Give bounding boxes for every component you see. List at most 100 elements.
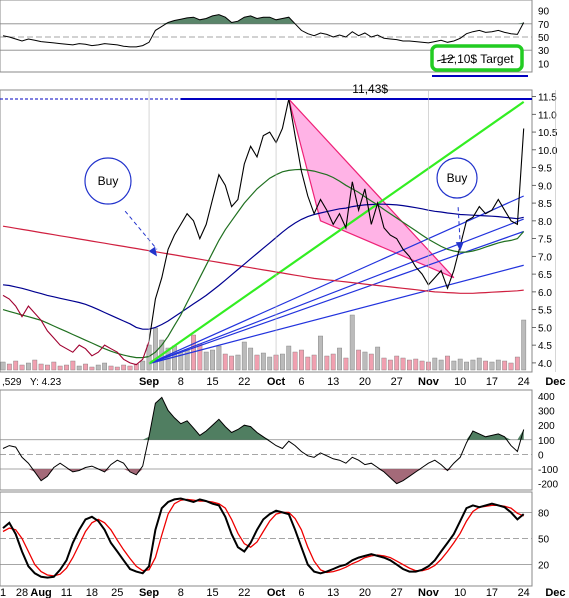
bottom-x-axis: 1 28 Aug 11 18 25 Sep 8 15 22 Oct 6 13 20 27 Nov 10 17 24 D… <box>0 587 566 598</box>
sma50-line <box>2 203 524 330</box>
price-x-label: Oct <box>267 376 286 388</box>
bottom-x-label: 11 <box>61 587 72 598</box>
volume-bar <box>368 353 374 371</box>
price-panel: 11.5 11.0 10.5 10.0 9.5 9.0 8.5 8.0 7.5 7.0 6.5 6.0… <box>0 82 566 388</box>
volume-bar <box>108 365 114 371</box>
bottom-x-label: Aug <box>30 587 51 598</box>
bottom-x-label: 10 <box>454 587 466 598</box>
buy-label-2: Buy <box>447 171 468 185</box>
volume-bar <box>6 363 12 371</box>
target-box <box>430 44 524 72</box>
stoch-tick-label: 80 <box>538 508 550 519</box>
volume-bar <box>229 355 234 371</box>
bottom-x-label: Dec <box>545 587 565 598</box>
volume-bar <box>508 362 514 371</box>
macd-tick-label: -200 <box>538 480 558 491</box>
macd-tick-label: 0 <box>538 450 544 461</box>
volume-bar <box>152 327 158 371</box>
buy-arrowhead-1 <box>148 246 157 257</box>
price-x-label: Nov <box>418 376 440 388</box>
bottom-x-label: 28 <box>16 587 28 598</box>
volume-bar <box>337 347 342 371</box>
buy-arrow-1 <box>124 210 158 250</box>
volume-bar <box>38 363 44 371</box>
volume-bar <box>349 314 355 371</box>
buy-marker-2: Buy <box>436 157 478 252</box>
volume-bar <box>241 341 247 371</box>
price-tick-label: 9.5 <box>538 164 552 175</box>
volume-bar <box>470 359 476 371</box>
volume-bar <box>172 345 177 371</box>
green-trend-line <box>148 100 525 365</box>
price-x-label: 6 <box>298 376 304 388</box>
price-tick-label: 6.0 <box>538 288 552 299</box>
volume-bar <box>489 361 495 371</box>
price-x-label: 22 <box>238 376 250 388</box>
price-tick-label: 8.5 <box>538 199 552 210</box>
target-strike-mark <box>436 56 456 62</box>
price-x-label: 27 <box>391 376 403 388</box>
macd-tick-label: 200 <box>538 421 555 432</box>
volume-bar <box>127 365 133 371</box>
volume-bar <box>311 354 317 371</box>
price-x-label: Dec <box>545 376 565 388</box>
volume-bar <box>413 358 419 371</box>
volume-bar <box>70 360 76 371</box>
macd-negative-fill <box>3 469 524 484</box>
volume-bar <box>356 349 361 371</box>
bottom-x-label: Oct <box>267 587 286 598</box>
buy-circle-2 <box>436 157 478 199</box>
volume-bar <box>57 365 63 371</box>
macd-panel: 400 300 200 100 0 -100 -200 <box>0 389 558 491</box>
bottom-x-label: 22 <box>238 587 250 598</box>
bottom-x-label: Nov <box>418 587 440 598</box>
bottom-x-label: 20 <box>359 587 371 598</box>
price-tick-label: 11.5 <box>538 93 557 104</box>
price-tick-label: 9.0 <box>538 181 552 192</box>
volume-bar <box>235 354 241 371</box>
volume-bar <box>299 349 304 371</box>
volume-bar <box>19 364 25 371</box>
volume-bar <box>292 351 298 371</box>
volume-bar <box>362 351 368 371</box>
volume-bar <box>267 356 273 371</box>
volume-bar <box>464 361 469 371</box>
macd-tick-label: 100 <box>538 436 555 447</box>
volume-bar <box>432 357 438 371</box>
price-x-label: 17 <box>486 376 498 388</box>
volume-bar <box>114 366 120 371</box>
volume-bar <box>483 360 488 371</box>
bottom-x-label: 13 <box>327 587 339 598</box>
fan-line <box>148 195 524 365</box>
volume-bar <box>260 352 266 371</box>
macd-line <box>2 396 525 485</box>
volume-bar <box>45 364 50 371</box>
buy-label-1: Buy <box>98 174 119 188</box>
bottom-x-label: 24 <box>518 587 530 598</box>
buy-arrow-2 <box>457 207 461 245</box>
volume-bar <box>203 351 209 371</box>
volume-bar <box>407 359 412 371</box>
volume-bar <box>280 353 285 371</box>
volume-bar <box>140 360 146 371</box>
volume-bar <box>248 347 254 371</box>
volume-bar <box>476 357 482 371</box>
bottom-x-label: 15 <box>206 587 218 598</box>
price-tick-label: 10.0 <box>538 146 558 157</box>
price-tick-label: 7.0 <box>538 252 552 263</box>
volume-bar <box>305 356 311 371</box>
macd-tick-label: -100 <box>538 465 558 476</box>
stoch-tick-label: 50 <box>538 535 550 546</box>
rsi-tick-label: 70 <box>538 20 550 31</box>
price-x-label: 24 <box>518 376 530 388</box>
volume-bar <box>210 349 215 371</box>
volume-bar <box>95 364 101 371</box>
volume-bar <box>502 360 508 371</box>
bottom-x-label: 27 <box>391 587 403 598</box>
volume-bar <box>387 359 393 371</box>
volume-bar <box>89 366 95 371</box>
price-x-label: 13 <box>327 376 339 388</box>
price-tick-label: 4.0 <box>538 359 552 370</box>
bottom-x-label: 25 <box>111 587 123 598</box>
